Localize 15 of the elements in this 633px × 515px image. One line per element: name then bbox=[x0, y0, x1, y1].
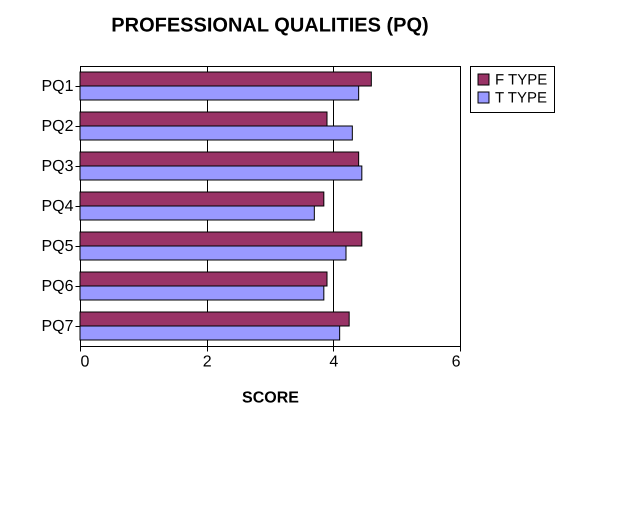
y-tick-label: PQ2 bbox=[41, 118, 74, 135]
x-tick-label: 0 bbox=[80, 354, 90, 370]
x-axis-title: SCORE bbox=[242, 390, 300, 406]
legend-label: F TYPE bbox=[495, 72, 548, 88]
y-tick-label: PQ3 bbox=[41, 158, 74, 175]
y-tick-label: PQ4 bbox=[41, 198, 74, 215]
x-tick-label: 4 bbox=[329, 354, 338, 370]
y-tick-label: PQ5 bbox=[41, 238, 74, 255]
y-tick-label: PQ7 bbox=[41, 318, 74, 335]
y-tick-label: PQ1 bbox=[41, 78, 74, 95]
x-tick-label: 2 bbox=[202, 354, 212, 370]
x-tick-label: 6 bbox=[452, 354, 461, 370]
chart-title: PROFESSIONAL QUALITIES (PQ) bbox=[111, 14, 429, 36]
y-tick-label: PQ6 bbox=[41, 278, 74, 295]
legend-label: T TYPE bbox=[495, 90, 547, 106]
